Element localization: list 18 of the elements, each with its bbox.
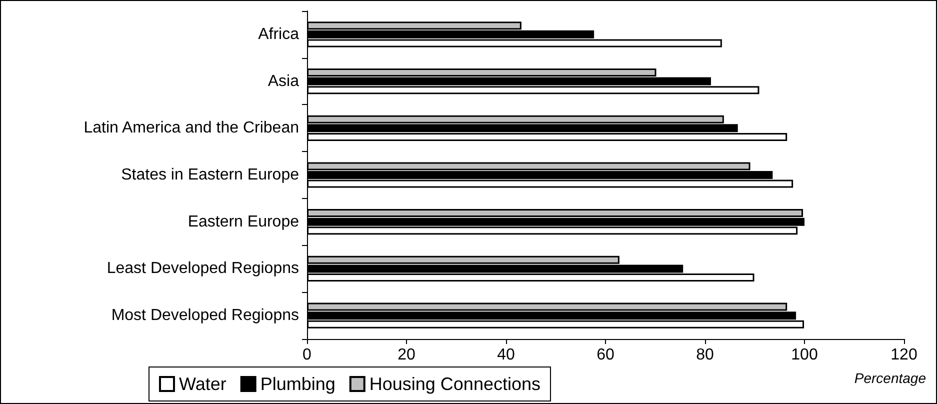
y-tick-label: Most Developed Regiopns	[111, 307, 299, 324]
y-tick-label: States in Eastern Europe	[121, 166, 300, 184]
x-tick-label: 80	[696, 346, 714, 364]
legend-label: Housing Connections	[369, 374, 540, 394]
x-tick-label: 60	[596, 346, 614, 364]
x-axis-title: Percentage	[854, 370, 926, 386]
legend-label: Water	[179, 374, 226, 394]
legend-label: Plumbing	[260, 374, 336, 394]
x-tick-label: 100	[791, 346, 818, 364]
x-tick-label: 0	[302, 346, 312, 364]
x-tick-label: 40	[497, 346, 515, 364]
y-tick-label: Latin America and the Cribean	[84, 120, 299, 137]
x-tick-label: 120	[890, 346, 918, 364]
y-tick-label: Asia	[268, 72, 300, 90]
x-tick-label: 20	[398, 346, 416, 364]
y-tick-label: Africa	[258, 26, 300, 43]
y-tick-label: Least Developed Regiopns	[106, 260, 299, 278]
y-tick-label: Eastern Europe	[188, 213, 300, 230]
